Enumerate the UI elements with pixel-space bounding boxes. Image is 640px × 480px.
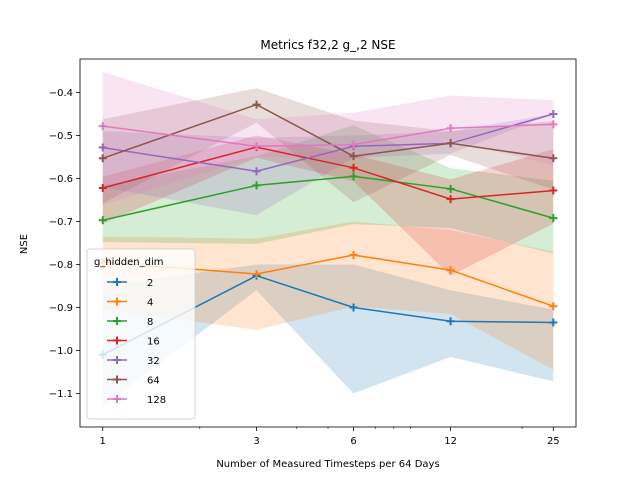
point-series-128-2 bbox=[349, 140, 358, 149]
band-series-2 bbox=[102, 264, 554, 407]
point-series-2-3 bbox=[446, 317, 455, 326]
y-axis-label: NSE bbox=[19, 234, 30, 254]
band-series-16 bbox=[102, 135, 554, 276]
y-tick-label-5: −0.6 bbox=[49, 174, 73, 185]
x-tick-label-0: 1 bbox=[100, 436, 106, 447]
x-tick-label-4: 25 bbox=[547, 436, 560, 447]
confidence-bands bbox=[102, 71, 554, 407]
x-tick-label-3: 12 bbox=[444, 436, 457, 447]
point-series-128-3 bbox=[446, 124, 455, 133]
point-series-8-4 bbox=[549, 214, 558, 223]
point-series-16-3 bbox=[446, 195, 455, 204]
legend-label-16: 16 bbox=[147, 337, 160, 348]
point-series-2-2 bbox=[349, 303, 358, 312]
x-tick-label-1: 3 bbox=[253, 436, 259, 447]
y-tick-label-6: −0.5 bbox=[49, 131, 73, 142]
point-series-4-4 bbox=[549, 302, 558, 311]
legend-label-2: 2 bbox=[147, 278, 153, 289]
x-axis-label: Number of Measured Timesteps per 64 Days bbox=[216, 459, 439, 470]
legend: g_hidden_dim 2 4 8 16 32 64 128 bbox=[86, 248, 196, 420]
point-series-64-0 bbox=[98, 154, 107, 163]
point-series-4-2 bbox=[349, 251, 358, 260]
legend-marker-8 bbox=[113, 317, 121, 325]
point-series-4-1 bbox=[252, 269, 261, 278]
point-series-128-4 bbox=[549, 120, 558, 129]
point-series-64-3 bbox=[446, 139, 455, 148]
legend-marker-2 bbox=[113, 278, 121, 286]
point-series-64-2 bbox=[349, 152, 358, 161]
legend-label-8: 8 bbox=[147, 317, 153, 328]
legend-marker-64 bbox=[113, 375, 121, 384]
point-series-2-4 bbox=[549, 318, 558, 327]
y-tick-label-2: −0.9 bbox=[49, 303, 73, 314]
point-series-32-1 bbox=[252, 167, 261, 176]
point-series-128-1 bbox=[252, 142, 261, 151]
point-series-32-4 bbox=[549, 110, 558, 119]
point-series-4-3 bbox=[446, 266, 455, 275]
y-tick-label-7: −0.4 bbox=[49, 88, 73, 99]
legend-marker-128 bbox=[113, 395, 121, 403]
point-series-8-3 bbox=[446, 184, 455, 193]
legend-label-4: 4 bbox=[147, 298, 153, 309]
point-series-64-1 bbox=[252, 100, 261, 109]
y-tick-label-4: −0.7 bbox=[49, 217, 73, 228]
band-series-32 bbox=[102, 114, 554, 216]
legend-label-64: 64 bbox=[147, 376, 160, 387]
band-series-64 bbox=[102, 88, 554, 204]
legend-marker-16 bbox=[113, 336, 121, 345]
point-series-128-0 bbox=[98, 122, 107, 131]
point-series-8-0 bbox=[98, 216, 107, 225]
legend-marker-4 bbox=[113, 297, 121, 306]
axes: 1 3 6 12 25 −1.1 −1.0 −0.9 −0.8 −0.7 −0.6 −0.5 −0.4 bbox=[49, 58, 577, 447]
y-tick-label-1: −1.0 bbox=[49, 346, 73, 357]
x-tick-label-2: 6 bbox=[350, 436, 356, 447]
point-series-8-2 bbox=[349, 172, 358, 181]
y-tick-label-0: −1.1 bbox=[49, 389, 73, 400]
point-series-64-4 bbox=[549, 154, 558, 163]
legend-label-128: 128 bbox=[147, 395, 166, 406]
legend-label-32: 32 bbox=[147, 356, 160, 367]
point-series-16-0 bbox=[98, 183, 107, 192]
y-tick-label-3: −0.8 bbox=[49, 260, 73, 271]
point-series-16-2 bbox=[349, 163, 358, 172]
legend-box bbox=[86, 248, 196, 420]
point-series-8-1 bbox=[252, 181, 261, 190]
legend-title: g_hidden_dim bbox=[94, 257, 164, 268]
point-series-32-0 bbox=[98, 143, 107, 152]
chart-title: Metrics f32,2 g_,2 NSE bbox=[260, 38, 395, 52]
point-series-16-4 bbox=[549, 186, 558, 195]
legend-marker-32 bbox=[113, 356, 121, 364]
band-series-4 bbox=[102, 221, 554, 370]
band-series-8 bbox=[102, 125, 554, 254]
band-series-128 bbox=[102, 71, 554, 206]
